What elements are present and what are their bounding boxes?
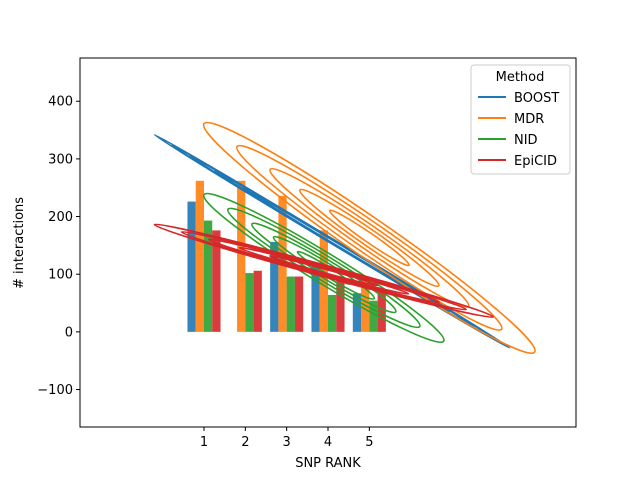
legend-item-epicid: EpiCID — [478, 154, 557, 169]
bar-boost-rank-3 — [270, 241, 279, 332]
legend: Method BOOST MDR NID EpiCID — [470, 64, 571, 175]
kde-contour-nid-level-1 — [202, 192, 445, 344]
x-tick-label-4: 4 — [324, 435, 332, 450]
y-tick-label-200: 200 — [48, 210, 73, 225]
legend-item-nid: NID — [478, 133, 538, 148]
y-tick-label-100: 100 — [48, 268, 73, 283]
bar-epicid-rank-5 — [377, 291, 386, 332]
bar-epicid-rank-2 — [253, 270, 262, 332]
legend-item-boost: BOOST — [478, 91, 559, 106]
y-axis-label: # interactions — [12, 197, 27, 289]
legend-label-epicid: EpiCID — [514, 154, 557, 169]
bar-epicid-rank-4 — [336, 281, 345, 332]
x-tick-label-1: 1 — [200, 435, 208, 450]
bar-mdr-rank-2 — [237, 180, 246, 332]
kde-contour-epicid-level-1 — [153, 223, 495, 319]
kde-contour-mdr-level-5 — [328, 209, 410, 267]
x-tick-label-5: 5 — [365, 435, 373, 450]
legend-label-nid: NID — [514, 133, 538, 148]
y-tick-label-300: 300 — [48, 152, 73, 167]
kde-contour-epicid-level-3 — [207, 238, 440, 304]
legend-label-mdr: MDR — [514, 112, 544, 127]
legend-title: Method — [496, 70, 545, 85]
y-tick-label-400: 400 — [48, 95, 73, 110]
y-tick-label-0: 0 — [65, 325, 73, 340]
kde-contour-mdr-level-4 — [298, 188, 440, 288]
bar-nid-rank-5 — [369, 300, 378, 332]
kde-contour-mdr-level-2 — [235, 144, 503, 331]
kde-contour-epicid-level-4 — [238, 246, 410, 295]
bar-nid-rank-3 — [286, 276, 295, 332]
x-axis: 1 2 3 4 5 — [200, 427, 373, 450]
bar-boost-rank-1 — [187, 201, 196, 332]
y-axis: −100 0 100 200 300 400 — [37, 95, 80, 398]
bar-mdr-rank-5 — [361, 276, 370, 332]
kde-contour-mdr-level-1 — [202, 121, 536, 354]
x-tick-label-3: 3 — [283, 435, 291, 450]
legend-label-boost: BOOST — [514, 91, 559, 106]
bar-mdr-rank-1 — [195, 180, 204, 332]
x-tick-label-2: 2 — [241, 435, 249, 450]
bar-epicid-rank-1 — [212, 230, 221, 332]
kde-contour-epicid-level-2 — [180, 230, 468, 311]
bar-nid-rank-4 — [328, 294, 337, 332]
kde-contours-layer — [153, 121, 536, 354]
kde-contour-nid-level-2 — [226, 207, 421, 329]
bar-epicid-rank-3 — [294, 276, 304, 332]
bar-nid-rank-1 — [204, 220, 213, 332]
legend-item-mdr: MDR — [478, 112, 544, 127]
y-tick-label--100: −100 — [37, 383, 73, 398]
legend-box — [470, 64, 571, 175]
bar-boost-rank-5 — [352, 293, 362, 332]
x-axis-label: SNP RANK — [295, 456, 361, 471]
bar-boost-rank-4 — [311, 264, 320, 332]
bar-nid-rank-2 — [245, 273, 254, 332]
kde-contour-epicid-level-5 — [268, 255, 379, 287]
